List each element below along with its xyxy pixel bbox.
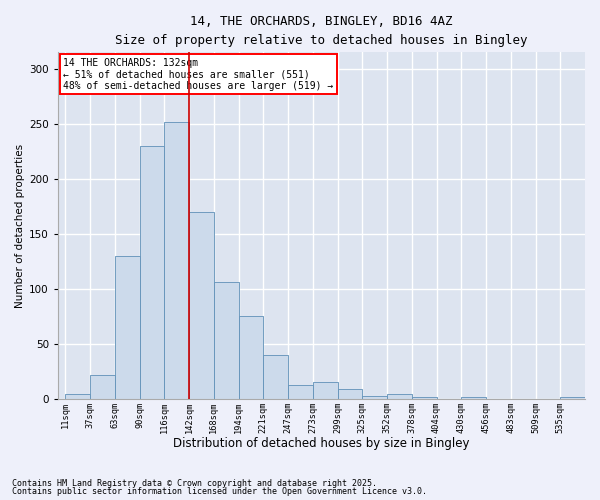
- Text: Contains public sector information licensed under the Open Government Licence v3: Contains public sector information licen…: [12, 487, 427, 496]
- Bar: [263, 354, 288, 399]
- Bar: [338, 388, 362, 398]
- Bar: [189, 212, 214, 398]
- Y-axis label: Number of detached properties: Number of detached properties: [15, 144, 25, 308]
- Text: 14 THE ORCHARDS: 132sqm
← 51% of detached houses are smaller (551)
48% of semi-d: 14 THE ORCHARDS: 132sqm ← 51% of detache…: [63, 58, 334, 90]
- Bar: [313, 382, 338, 398]
- Bar: [90, 376, 115, 398]
- Bar: [239, 316, 263, 398]
- Bar: [140, 146, 164, 399]
- Bar: [214, 282, 239, 399]
- Text: Contains HM Land Registry data © Crown copyright and database right 2025.: Contains HM Land Registry data © Crown c…: [12, 478, 377, 488]
- Bar: [164, 122, 189, 398]
- Bar: [65, 394, 90, 398]
- Bar: [288, 386, 313, 398]
- Bar: [115, 256, 140, 398]
- Title: 14, THE ORCHARDS, BINGLEY, BD16 4AZ
Size of property relative to detached houses: 14, THE ORCHARDS, BINGLEY, BD16 4AZ Size…: [115, 15, 528, 47]
- Bar: [362, 396, 387, 398]
- X-axis label: Distribution of detached houses by size in Bingley: Distribution of detached houses by size …: [173, 437, 470, 450]
- Bar: [387, 394, 412, 398]
